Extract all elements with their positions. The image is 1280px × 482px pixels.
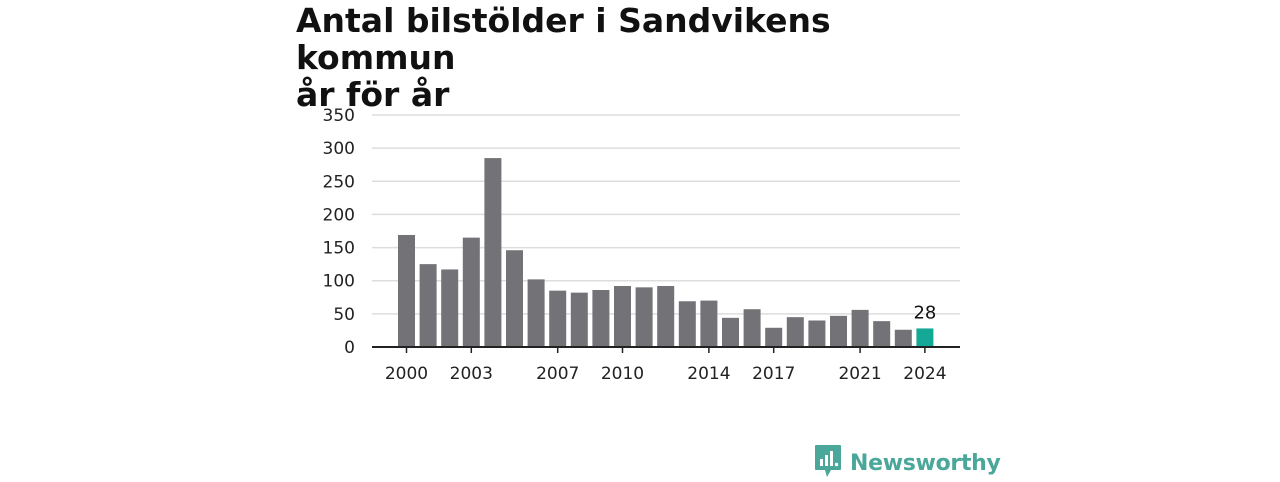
bar-2006	[527, 279, 545, 347]
bar-2019	[808, 320, 826, 347]
data-labels: 28	[913, 302, 936, 323]
bar-2012	[657, 286, 675, 347]
bar-2015	[722, 317, 739, 347]
y-tick-label-250: 250	[323, 172, 355, 192]
bar-2023	[894, 329, 912, 347]
y-tick-label-50: 50	[333, 305, 355, 325]
bar-2007	[549, 290, 567, 347]
bar-2017	[765, 327, 783, 347]
bar-2010	[614, 286, 631, 347]
chart-title-line-2: år för år	[296, 75, 450, 114]
x-axis-ticks: 2000 2003 2007 2010 2014 2017 2021 2024	[385, 347, 947, 384]
bar-2004	[484, 158, 502, 347]
newsworthy-logo-icon	[814, 444, 842, 482]
x-tick-label-2007: 2007	[536, 364, 579, 384]
bar-2009	[592, 289, 610, 347]
bar-2001	[419, 264, 437, 347]
x-tick-label-2021: 2021	[838, 364, 881, 384]
bar-2002	[441, 269, 459, 347]
data-label-2024: 28	[913, 302, 936, 323]
x-tick-label-2010: 2010	[601, 364, 644, 384]
y-tick-label-350: 350	[323, 106, 355, 126]
y-axis-tick-labels: 0 50 100 150 200 250 300 350	[323, 106, 355, 358]
x-tick-label-2000: 2000	[385, 364, 428, 384]
bar-2011	[635, 287, 653, 347]
bar-2003	[462, 237, 480, 347]
bar-2024	[916, 328, 934, 347]
bars	[398, 158, 934, 347]
y-tick-label-150: 150	[323, 239, 355, 259]
chart-title: Antal bilstölder i Sandvikens kommun år …	[296, 2, 996, 113]
bar-2013	[678, 301, 696, 347]
y-tick-label-200: 200	[323, 205, 355, 225]
y-tick-label-300: 300	[323, 139, 355, 159]
bar-2005	[506, 250, 523, 347]
x-tick-label-2003: 2003	[450, 364, 493, 384]
x-tick-label-2024: 2024	[903, 364, 946, 384]
grid-lines	[372, 114, 960, 315]
chart-title-line-1: Antal bilstölder i Sandvikens kommun	[296, 1, 831, 77]
x-tick-label-2014: 2014	[687, 364, 730, 384]
bar-2022	[873, 321, 891, 347]
bar-2008	[570, 292, 588, 347]
y-tick-label-100: 100	[323, 272, 355, 292]
bar-2000	[398, 234, 415, 347]
bar-2018	[786, 317, 804, 347]
bar-2016	[743, 309, 761, 347]
y-tick-label-0: 0	[344, 338, 355, 358]
newsworthy-brand: Newsworthy	[814, 444, 1001, 482]
brand-name: Newsworthy	[850, 450, 1001, 476]
bar-2021	[851, 309, 869, 347]
bar-2020	[830, 315, 847, 347]
x-tick-label-2017: 2017	[752, 364, 795, 384]
bar-2014	[700, 300, 718, 347]
